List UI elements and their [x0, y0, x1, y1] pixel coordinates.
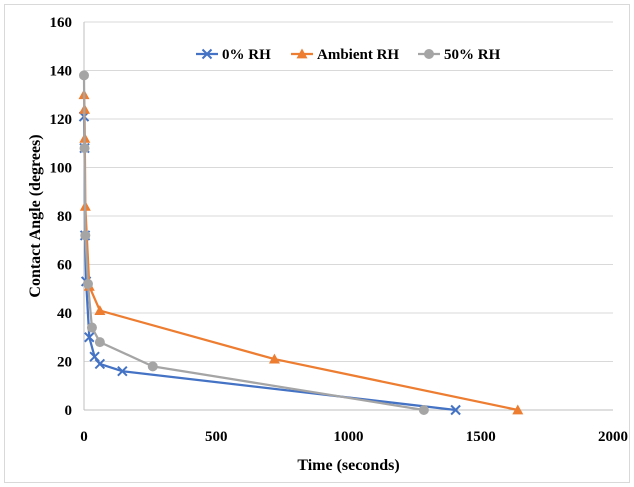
data-point — [512, 404, 524, 415]
chart-border — [4, 4, 630, 483]
data-point — [84, 332, 95, 343]
data-point — [117, 365, 128, 377]
data-point — [94, 358, 106, 370]
legend-label: 0% RH — [222, 47, 271, 63]
series-layer — [78, 70, 524, 416]
data-point — [86, 322, 97, 333]
x-tick-label: 500 — [205, 429, 228, 445]
data-point — [82, 278, 93, 289]
y-tick-label: 60 — [57, 258, 72, 274]
legend-item: 0% RH — [196, 47, 271, 63]
x-tick-label: 0 — [80, 429, 88, 445]
x-tick-label: 1500 — [466, 429, 496, 445]
legend-marker — [201, 48, 213, 60]
y-tick-label: 100 — [50, 161, 73, 177]
data-point — [450, 404, 461, 416]
data-point — [80, 230, 91, 241]
y-tick-label: 140 — [50, 64, 73, 80]
series-line — [82, 75, 425, 412]
legend: 0% RH Ambient RH 50% RH — [196, 47, 501, 63]
y-tick-labels: 0 20 40 60 80 100 120 140 160 — [50, 15, 73, 419]
y-tick-label: 160 — [50, 15, 73, 31]
legend-label: Ambient RH — [317, 47, 399, 63]
y-axis-title: Contact Angle (degrees) — [27, 134, 44, 297]
data-point — [79, 143, 90, 154]
y-tick-label: 0 — [65, 403, 73, 419]
legend-marker — [424, 49, 434, 59]
data-point — [268, 353, 280, 364]
x-tick-labels: 0 500 1000 1500 2000 — [80, 429, 628, 445]
y-tick-label: 40 — [57, 306, 72, 322]
series-3 — [79, 70, 429, 415]
gridlines — [84, 21, 613, 362]
data-point — [89, 351, 100, 362]
legend-item: 50% RH — [418, 47, 501, 63]
x-axis-title: Time (seconds) — [297, 457, 399, 474]
x-tick-label: 1000 — [334, 429, 364, 445]
data-point — [94, 305, 106, 315]
x-tick-label: 2000 — [598, 429, 628, 445]
data-point — [147, 361, 158, 372]
data-point — [418, 405, 429, 415]
legend-label: 50% RH — [444, 47, 501, 63]
y-tick-label: 20 — [57, 355, 72, 371]
y-tick-label: 80 — [57, 209, 72, 225]
data-point — [94, 337, 105, 348]
data-point — [79, 70, 89, 81]
y-tick-label: 120 — [50, 112, 73, 128]
legend-marker — [296, 48, 308, 59]
legend-item: Ambient RH — [291, 47, 399, 63]
